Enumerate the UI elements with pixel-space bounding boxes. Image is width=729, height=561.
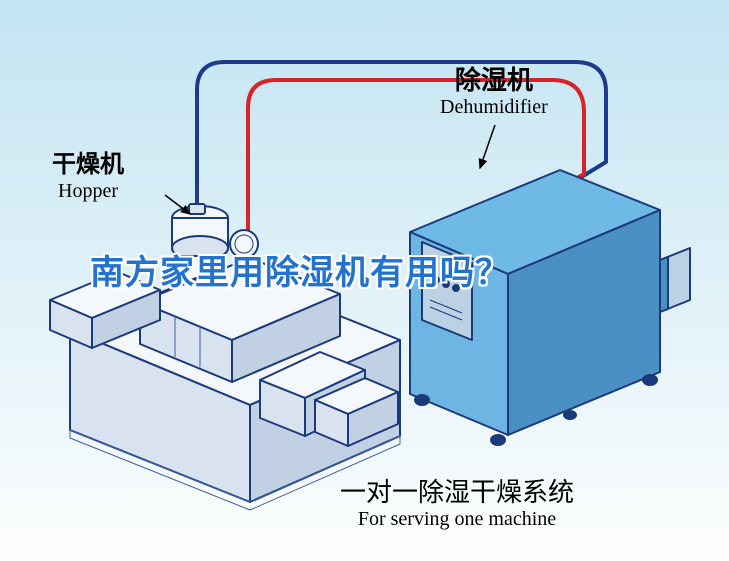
dehumidifier-label-en: Dehumidifier	[440, 96, 548, 119]
system-caption-cn: 一对一除湿干燥系统	[340, 478, 574, 508]
system-caption-en: For serving one machine	[340, 508, 574, 531]
dehumidifier-label: 除湿机 Dehumidifier	[440, 66, 548, 119]
hopper-label-cn: 干燥机	[52, 152, 124, 180]
hopper-label: 干燥机 Hopper	[52, 152, 124, 203]
diagram-stage: 干燥机 Hopper 除湿机 Dehumidifier 一对一除湿干燥系统 Fo…	[0, 0, 729, 561]
overlay-title: 南方家里用除湿机有用吗？	[90, 245, 510, 294]
dehumidifier-label-cn: 除湿机	[440, 66, 548, 96]
hopper-label-en: Hopper	[52, 180, 124, 203]
system-caption: 一对一除湿干燥系统 For serving one machine	[340, 478, 574, 531]
